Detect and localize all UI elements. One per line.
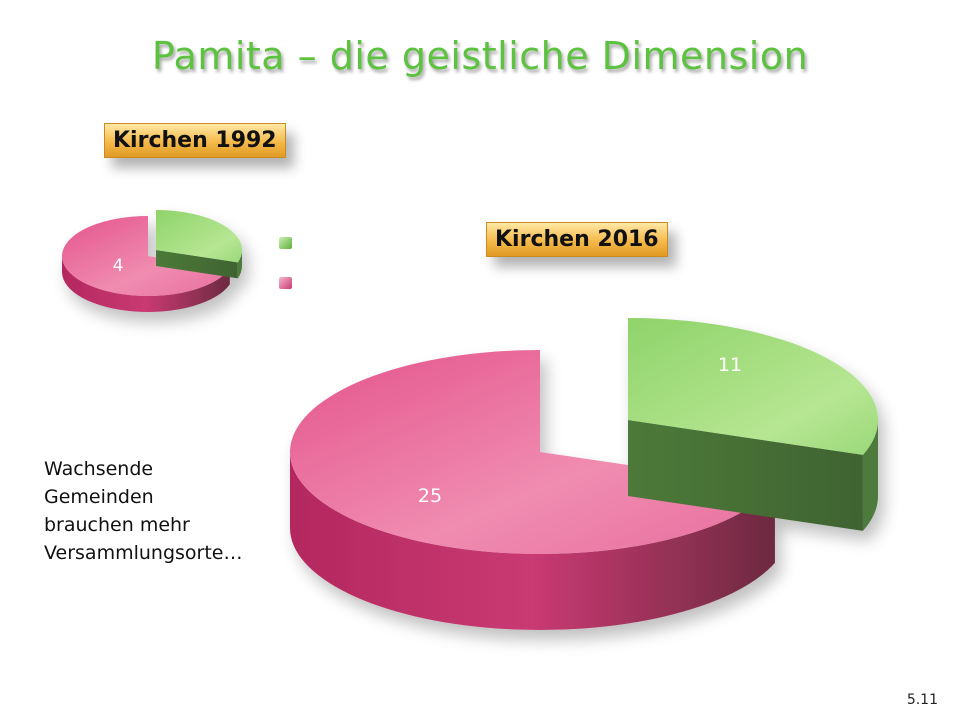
slide-title: Pamita – die geistliche Dimension xyxy=(151,34,809,78)
note-line-2: Gemeinden xyxy=(44,486,154,508)
pie-slice-11 xyxy=(628,318,878,455)
pie-slice-side xyxy=(62,256,230,313)
pie-chart-2016: 11 25 xyxy=(290,318,878,631)
pie-slice-cut xyxy=(628,420,863,531)
pie-slice-cut xyxy=(156,250,238,279)
note-line-4: Versammlungsorte… xyxy=(44,542,243,564)
pie-slice-side xyxy=(237,250,242,279)
chart-title-1992: Kirchen 1992 xyxy=(104,123,286,158)
pie-slice-side xyxy=(290,452,775,631)
legend-marker-pink xyxy=(279,277,292,289)
pie-slice-side xyxy=(862,420,878,531)
pie-slice-a xyxy=(156,210,243,263)
pie-chart-1992: 4 xyxy=(62,210,243,313)
page-number: 5.11 xyxy=(906,692,938,708)
note-line-1: Wachsende xyxy=(44,458,154,480)
legend-marker-green xyxy=(279,237,292,249)
data-label-4: 4 xyxy=(113,256,124,276)
note-line-3: brauchen mehr xyxy=(44,514,190,536)
data-label-11: 11 xyxy=(718,354,742,376)
data-label-25: 25 xyxy=(418,485,442,507)
pie-slice-4 xyxy=(62,216,230,296)
chart-title-2016: Kirchen 2016 xyxy=(486,222,668,257)
pie-slice-25 xyxy=(290,350,775,554)
note-text: Wachsende Gemeinden brauchen mehr Versam… xyxy=(44,455,242,567)
